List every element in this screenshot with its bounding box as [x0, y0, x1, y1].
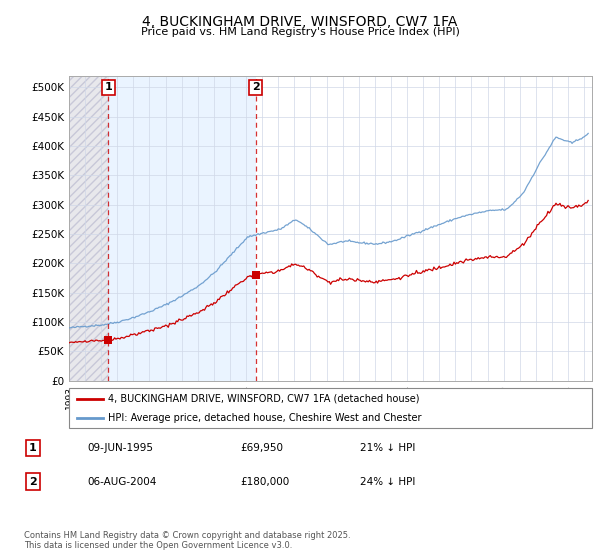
Bar [69, 76, 108, 381]
Text: 1: 1 [29, 443, 37, 453]
Text: 2: 2 [29, 477, 37, 487]
Bar [108, 76, 256, 381]
Text: Contains HM Land Registry data © Crown copyright and database right 2025.
This d: Contains HM Land Registry data © Crown c… [24, 530, 350, 550]
Text: 1: 1 [104, 82, 112, 92]
Text: £180,000: £180,000 [240, 477, 289, 487]
Text: HPI: Average price, detached house, Cheshire West and Chester: HPI: Average price, detached house, Ches… [108, 413, 422, 422]
Text: 4, BUCKINGHAM DRIVE, WINSFORD, CW7 1FA: 4, BUCKINGHAM DRIVE, WINSFORD, CW7 1FA [142, 15, 458, 29]
Text: 2: 2 [252, 82, 260, 92]
Text: 24% ↓ HPI: 24% ↓ HPI [360, 477, 415, 487]
Bar [69, 76, 108, 381]
Text: 09-JUN-1995: 09-JUN-1995 [87, 443, 153, 453]
Text: Price paid vs. HM Land Registry's House Price Index (HPI): Price paid vs. HM Land Registry's House … [140, 27, 460, 37]
Text: 21% ↓ HPI: 21% ↓ HPI [360, 443, 415, 453]
Text: £69,950: £69,950 [240, 443, 283, 453]
Text: 06-AUG-2004: 06-AUG-2004 [87, 477, 157, 487]
FancyBboxPatch shape [69, 388, 592, 428]
Text: 4, BUCKINGHAM DRIVE, WINSFORD, CW7 1FA (detached house): 4, BUCKINGHAM DRIVE, WINSFORD, CW7 1FA (… [108, 394, 420, 404]
